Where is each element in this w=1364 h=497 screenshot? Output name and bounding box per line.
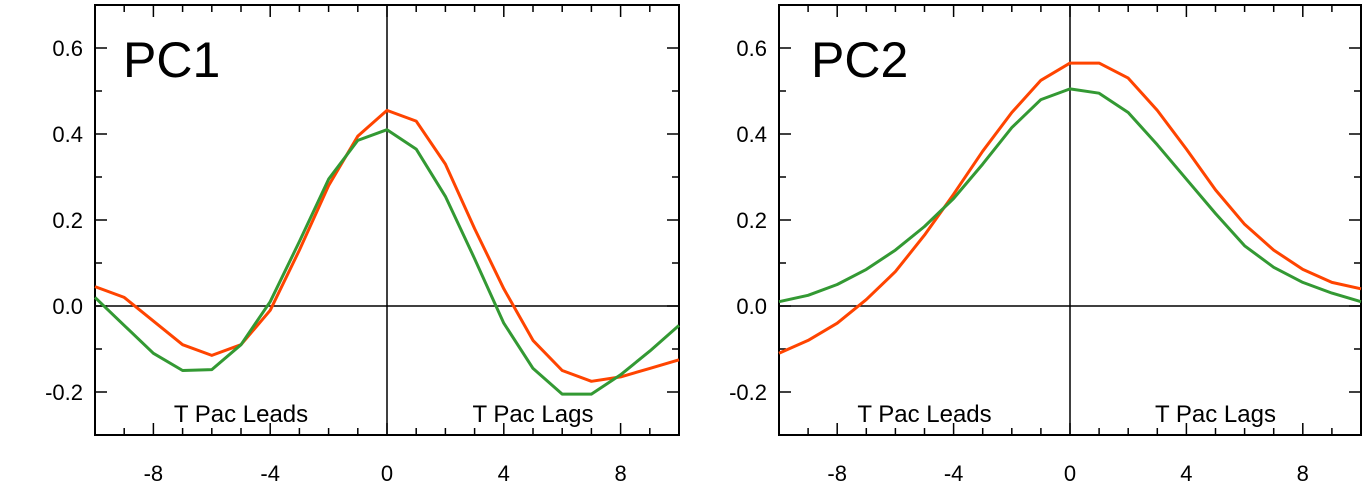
y-tick-label: 0.6 [736, 36, 767, 61]
series-line-1 [94, 108, 680, 383]
x-tick-label: -8 [144, 461, 164, 486]
lags-annotation: T Pac Lags [1155, 401, 1276, 428]
y-tick-labels: -0.2 0.0 0.2 0.4 0.6 [729, 36, 767, 405]
tick-marks [94, 4, 680, 436]
series-line-2 [93, 128, 680, 396]
series-lines [93, 108, 680, 396]
y-tick-label: 0.6 [52, 36, 83, 61]
series-line-2 [778, 87, 1362, 304]
lags-annotation: T Pac Lags [473, 401, 594, 428]
leads-annotation: T Pac Leads [174, 401, 308, 428]
x-tick-label: -4 [944, 461, 964, 486]
x-tick-labels: -8 -4 0 4 8 [144, 461, 627, 486]
y-tick-label: 0.4 [736, 122, 767, 147]
x-tick-label: 0 [381, 461, 393, 486]
x-tick-label: 4 [498, 461, 510, 486]
panel-title: PC2 [811, 32, 908, 88]
x-tick-labels: -8 -4 0 4 8 [827, 461, 1309, 486]
x-tick-label: 8 [1297, 461, 1309, 486]
x-tick-label: -4 [260, 461, 280, 486]
y-tick-label: 0.0 [736, 294, 767, 319]
y-tick-label: -0.2 [45, 380, 83, 405]
series-line-1 [778, 61, 1362, 355]
chart-panel-pc1: -0.2 0.0 0.2 0.4 0.6 -8 -4 0 4 8 PC1 T Pac Leads… [45, 4, 680, 486]
x-tick-label: 8 [614, 461, 626, 486]
x-tick-label: -8 [827, 461, 847, 486]
y-tick-label: -0.2 [729, 380, 767, 405]
leads-annotation: T Pac Leads [857, 401, 991, 428]
chart-panel-pc2: -0.2 0.0 0.2 0.4 0.6 -8 -4 0 4 8 PC2 T Pac Leads… [729, 4, 1362, 486]
x-tick-label: 4 [1180, 461, 1192, 486]
y-tick-labels: -0.2 0.0 0.2 0.4 0.6 [45, 36, 83, 405]
y-tick-label: 0.2 [736, 208, 767, 233]
x-tick-label: 0 [1064, 461, 1076, 486]
y-tick-label: 0.2 [52, 208, 83, 233]
tick-marks [778, 4, 1362, 436]
panel-title: PC1 [123, 32, 220, 88]
series-lines [778, 61, 1362, 355]
y-tick-label: 0.4 [52, 122, 83, 147]
y-tick-label: 0.0 [52, 294, 83, 319]
